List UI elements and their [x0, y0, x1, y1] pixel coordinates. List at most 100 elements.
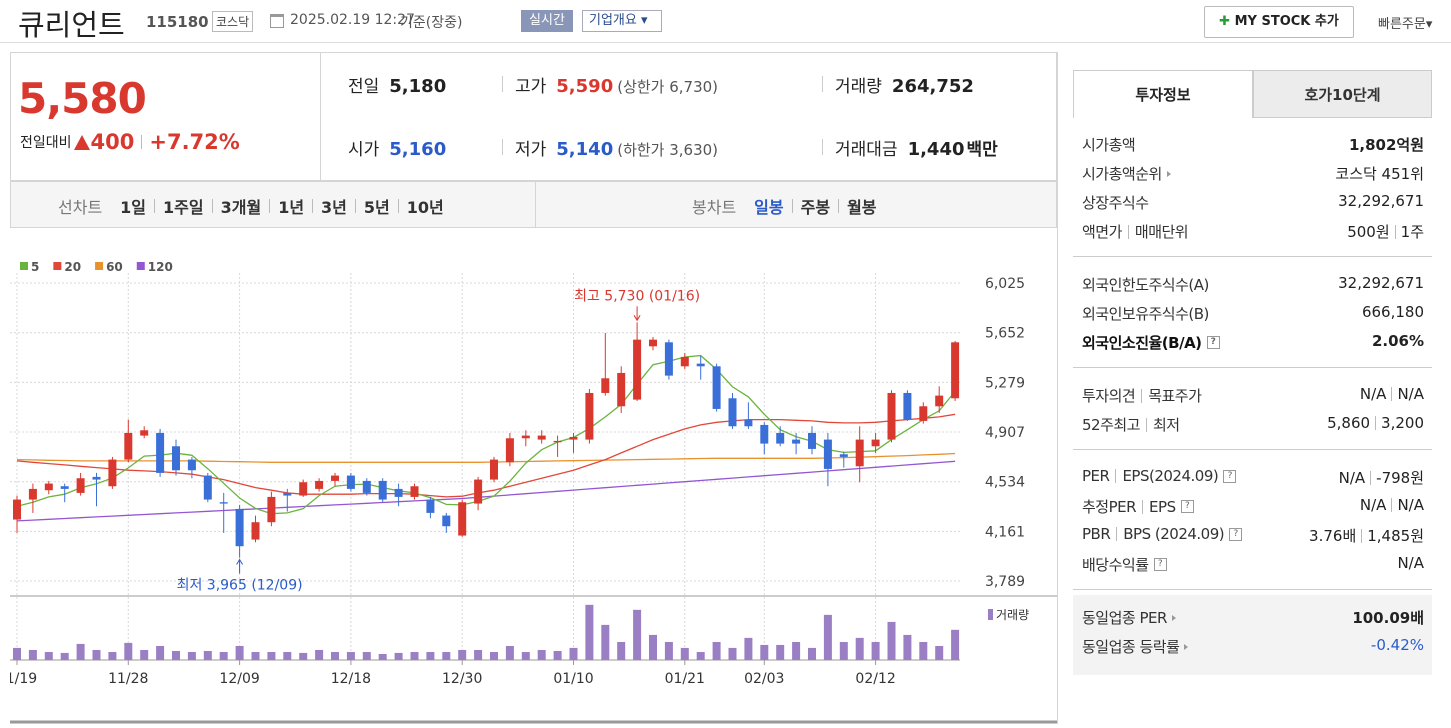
period-item[interactable]: 3년 — [321, 198, 347, 217]
help-icon: ? — [1229, 527, 1243, 541]
value-text: N/A — [1359, 385, 1387, 403]
period-item[interactable]: 10년 — [406, 198, 444, 217]
info-label: 추정PER EPS? — [1082, 496, 1194, 517]
my-stock-button[interactable]: ✚ MY STOCK 추가 — [1204, 6, 1354, 38]
candle-body — [124, 432, 133, 460]
info-label: 동일업종 PER — [1082, 607, 1176, 628]
stat-label: 고가 — [515, 77, 547, 97]
candle-body — [633, 339, 642, 400]
candle-body — [664, 342, 673, 376]
volume-bar — [490, 652, 498, 660]
value-text: 32,292,671 — [1338, 192, 1424, 210]
candle-body — [442, 515, 451, 527]
period-divider — [535, 182, 536, 227]
volume-bar — [331, 652, 339, 660]
candle-body — [140, 430, 149, 436]
info-value: 3.76배 1,485원 — [1309, 525, 1424, 546]
volume-bar — [92, 649, 101, 660]
candle-body — [490, 459, 498, 480]
volume-bar — [60, 652, 69, 660]
period-item[interactable]: 3개월 — [220, 198, 262, 217]
annotation: 최저 3,965 (12/09) — [177, 578, 303, 594]
candle-body — [331, 475, 339, 481]
stat: 시가 5,160 — [348, 135, 446, 160]
period-sep — [397, 199, 399, 213]
volume-bar — [140, 649, 149, 660]
value-text: 코스닥 451위 — [1335, 165, 1424, 183]
candle-body — [172, 446, 180, 471]
label-text: 목표주가 — [1148, 387, 1202, 405]
period-sep — [354, 199, 356, 213]
period-item[interactable]: 일봉 — [754, 198, 784, 217]
period-item[interactable]: 1일 — [120, 198, 147, 217]
stat-unit: 백만 — [966, 140, 998, 160]
value-text: 1,485원 — [1367, 527, 1424, 545]
period-sep — [269, 199, 271, 213]
candle-body — [28, 488, 37, 500]
x-tick-label: 02/12 — [855, 671, 895, 687]
volume-bar — [505, 645, 514, 660]
candle-body — [267, 496, 276, 523]
period-item[interactable]: 1주일 — [163, 198, 204, 217]
x-tick-label: 01/10 — [553, 671, 593, 687]
period-item[interactable]: 주봉 — [800, 198, 831, 217]
side-tab[interactable]: 투자정보 — [1073, 70, 1253, 118]
volume-legend-swatch — [988, 609, 993, 620]
company-info-button[interactable]: 기업개요 ▾ — [582, 10, 662, 32]
candle-body — [92, 476, 101, 480]
chart: 6,025 5,652 5,279 4,907 4,534 4,161 3,789 11/19… — [10, 260, 1057, 724]
period-sep — [154, 199, 156, 213]
volume-bar — [219, 652, 228, 660]
x-tick-label: 12/18 — [331, 671, 371, 687]
y-tick-label: 4,907 — [985, 425, 1025, 441]
quick-order[interactable]: 빠른주문▾ — [1378, 17, 1433, 32]
info-label: 외국인한도주식수(A) — [1082, 274, 1209, 295]
info-label: 52주최고 최저 — [1082, 414, 1180, 435]
volume-bar — [935, 645, 944, 660]
value-sep — [1375, 416, 1377, 430]
value-text: 666,180 — [1361, 303, 1424, 321]
section-line — [1073, 256, 1432, 257]
value-text: 32,292,671 — [1338, 274, 1424, 292]
volume-bar — [124, 642, 133, 660]
value-text: -0.42% — [1370, 636, 1424, 654]
change-row: 전일대비 400 +7.72% — [20, 130, 240, 154]
period-item[interactable]: 월봉 — [847, 198, 877, 217]
candle-body — [362, 480, 371, 493]
change-value: 400 — [90, 130, 135, 154]
x-tick-label: 12/09 — [219, 671, 259, 687]
volume-bar — [299, 652, 308, 660]
stat: 저가 5,140 (하한가 3,630) — [515, 135, 718, 160]
period-item[interactable]: 1년 — [278, 198, 305, 217]
moving-average — [16, 460, 956, 522]
volume-bar — [633, 609, 642, 660]
realtime-button[interactable]: 실시간 — [521, 10, 573, 32]
period-item[interactable]: 5년 — [363, 198, 390, 217]
volume-bar — [871, 641, 880, 660]
stat-value: 1,440 — [907, 139, 965, 160]
period-bar — [10, 181, 1057, 228]
candle-body — [712, 366, 721, 409]
y-tick-label: 4,161 — [985, 524, 1025, 540]
label-sep — [1127, 224, 1129, 239]
period-group: 선차트 1일 1주일 3개월 1년 3년 5년 10년 — [58, 194, 444, 218]
info-value: 32,292,671 — [1338, 274, 1424, 292]
candle-body — [808, 432, 816, 449]
candle-body — [235, 508, 244, 547]
candle-body — [13, 499, 21, 520]
label-text: 투자의견 — [1082, 387, 1136, 405]
candle-body — [855, 439, 864, 467]
info-value: 100.09배 — [1352, 607, 1424, 628]
volume-bar — [839, 641, 848, 660]
x-tick-label: 12/30 — [442, 671, 482, 687]
side-tab[interactable]: 호가10단계 — [1253, 70, 1432, 118]
info-label: 액면가 매매단위 — [1082, 221, 1189, 242]
label-sep — [1146, 417, 1147, 432]
value-text: 2.06% — [1371, 332, 1424, 350]
quote-box — [10, 52, 1057, 181]
stat-label: 시가 — [348, 140, 380, 160]
period-sep — [791, 199, 793, 213]
info-value: N/A — [1397, 554, 1424, 572]
info-label: 배당수익률? — [1082, 554, 1167, 575]
help-icon: ? — [1223, 469, 1237, 483]
